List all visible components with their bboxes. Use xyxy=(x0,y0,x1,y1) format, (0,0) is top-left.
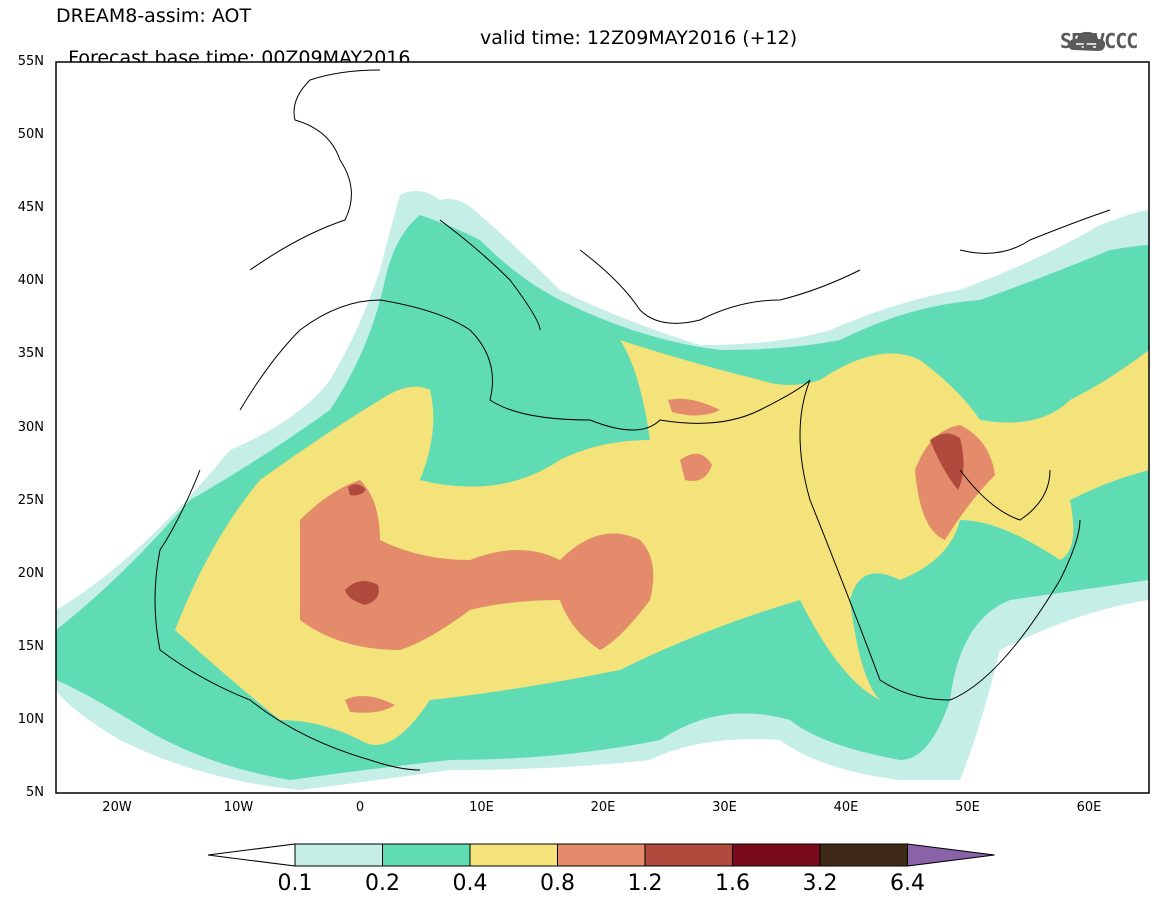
lon-label: 50E xyxy=(955,800,980,815)
lat-label: 25N xyxy=(17,492,44,508)
lat-label: 45N xyxy=(17,200,44,216)
colorbar-level-label: 1.6 xyxy=(715,871,750,896)
lat-label: 5N xyxy=(26,785,44,800)
lon-label: 40E xyxy=(833,800,859,815)
lat-label: 40N xyxy=(17,273,44,289)
colorbar-level-label: 0.2 xyxy=(365,871,400,896)
coastlines xyxy=(154,69,1111,771)
logo-text: SEEVCCC xyxy=(1060,29,1138,53)
lon-label: 20W xyxy=(102,800,132,815)
lat-label: 15N xyxy=(17,638,44,654)
colorbar-level-label: 6.4 xyxy=(890,871,925,896)
valid-time-label: valid time: 12Z09MAY2016 (+12) xyxy=(480,27,798,49)
lon-label: 10W xyxy=(223,800,254,815)
lat-label: 30N xyxy=(17,419,44,435)
lat-label: 55N xyxy=(17,54,44,69)
lat-label: 10N xyxy=(17,711,44,727)
lat-label: 50N xyxy=(17,127,44,143)
lon-label: 20E xyxy=(590,800,616,815)
lon-label: 0 xyxy=(355,800,365,815)
lon-label: 10E xyxy=(469,800,494,815)
colorbar-level-label: 0.4 xyxy=(452,871,488,896)
colorbar-level-label: 3.2 xyxy=(802,871,838,896)
colorbar-level-label: 0.8 xyxy=(540,871,575,896)
colorbar-level-label: 0.1 xyxy=(277,871,313,896)
lat-label: 20N xyxy=(17,565,44,581)
map-title: DREAM8-assim: AOT xyxy=(56,5,252,27)
colorbar-level-label: 1.2 xyxy=(627,871,663,896)
cloud-logo-icon xyxy=(1068,31,1106,51)
lat-label: 35N xyxy=(17,346,44,362)
aot-field xyxy=(56,191,1149,790)
lon-label: 30E xyxy=(712,800,737,815)
lon-label: 60E xyxy=(1076,800,1102,815)
